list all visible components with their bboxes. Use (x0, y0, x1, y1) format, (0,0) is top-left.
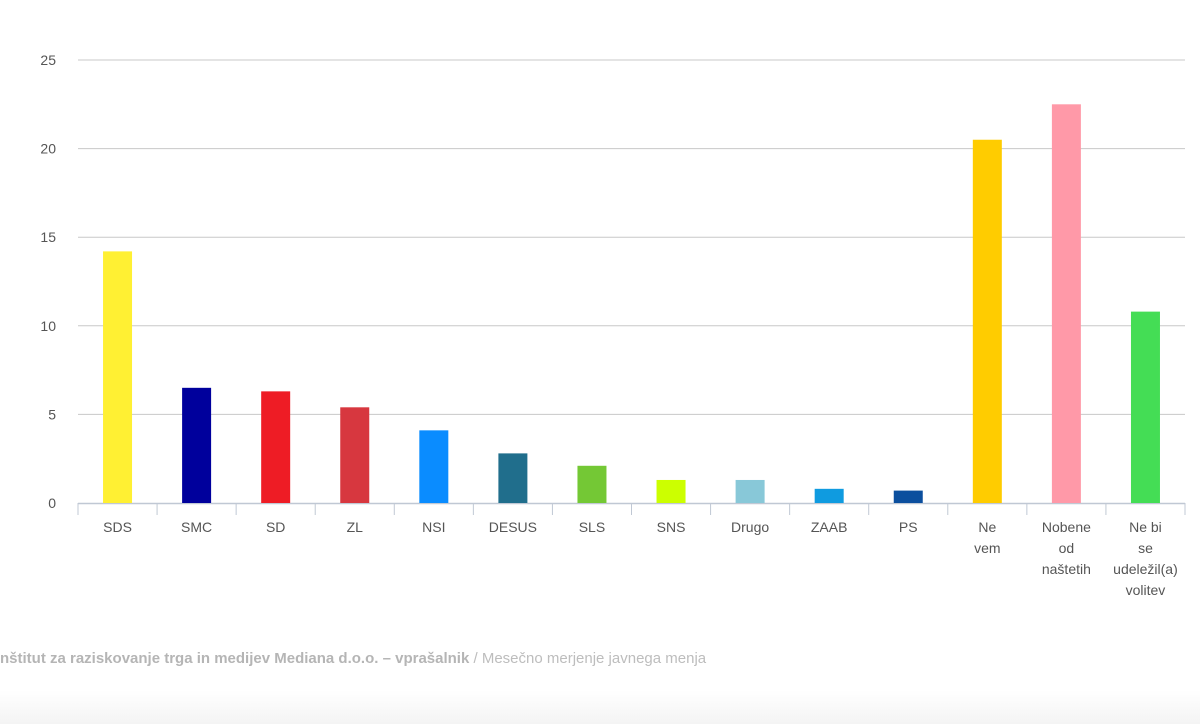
y-tick-label: 20 (40, 141, 56, 157)
x-tick-label: SLS (579, 519, 605, 535)
bar-nobene-od-naštetih (1051, 104, 1081, 504)
bar-sd (261, 391, 291, 503)
x-tick-label: naštetih (1042, 561, 1091, 577)
separator: / (469, 650, 482, 667)
x-tick-label: SMC (181, 519, 212, 535)
source-footer: nštitut za raziskovanje trga in medijev … (0, 650, 706, 667)
y-tick-label: 0 (48, 495, 56, 511)
x-tick-label: ZL (347, 519, 364, 535)
bar-desus (498, 453, 528, 503)
x-tick-label: Ne (978, 519, 996, 535)
bar-sls (577, 465, 607, 503)
bar-ps (893, 490, 923, 503)
description-text: Mesečno merjenje javnega menja (481, 650, 707, 667)
x-tick-label: Nobene (1042, 519, 1091, 535)
footer-fade (0, 690, 1200, 724)
x-tick-label: SNS (657, 519, 686, 535)
y-tick-label: 5 (48, 406, 56, 422)
x-tick-label: udeležil(a) (1113, 561, 1178, 577)
bar-chart: 0 5 10 15 20 25 SDS SMC SD ZL NSI DESUS SLS SNS Drugo Z… (40, 52, 1186, 598)
x-tick-label: od (1059, 540, 1075, 556)
bar-ne bi-se-udeležil(a)-volitev (1130, 311, 1160, 503)
bar-zl (340, 407, 370, 503)
y-tick-label: 10 (40, 318, 56, 334)
bar-smc (182, 387, 212, 503)
x-tick-label: ZAAB (811, 519, 848, 535)
x-tick-label: volitev (1126, 582, 1166, 598)
x-tick-label: Drugo (731, 519, 769, 535)
bar-zaab (814, 488, 844, 503)
bar-drugo (735, 479, 765, 503)
bar-ne-vem (972, 139, 1002, 504)
x-tick-label: NSI (422, 519, 445, 535)
bar-sns (656, 479, 686, 503)
x-tick-label: vem (974, 540, 1000, 556)
y-tick-label: 15 (40, 229, 56, 245)
bar-nsi (419, 430, 449, 503)
bar-sds (103, 251, 133, 503)
y-tick-label: 25 (40, 52, 56, 68)
x-tick-label: DESUS (489, 519, 537, 535)
source-text: nštitut za raziskovanje trga in medijev … (0, 650, 470, 667)
x-tick-label: Ne bi (1129, 519, 1162, 535)
x-tick-label: SD (266, 519, 285, 535)
x-tick-label: se (1138, 540, 1153, 556)
x-tick-label: PS (899, 519, 918, 535)
x-tick-label: SDS (103, 519, 132, 535)
